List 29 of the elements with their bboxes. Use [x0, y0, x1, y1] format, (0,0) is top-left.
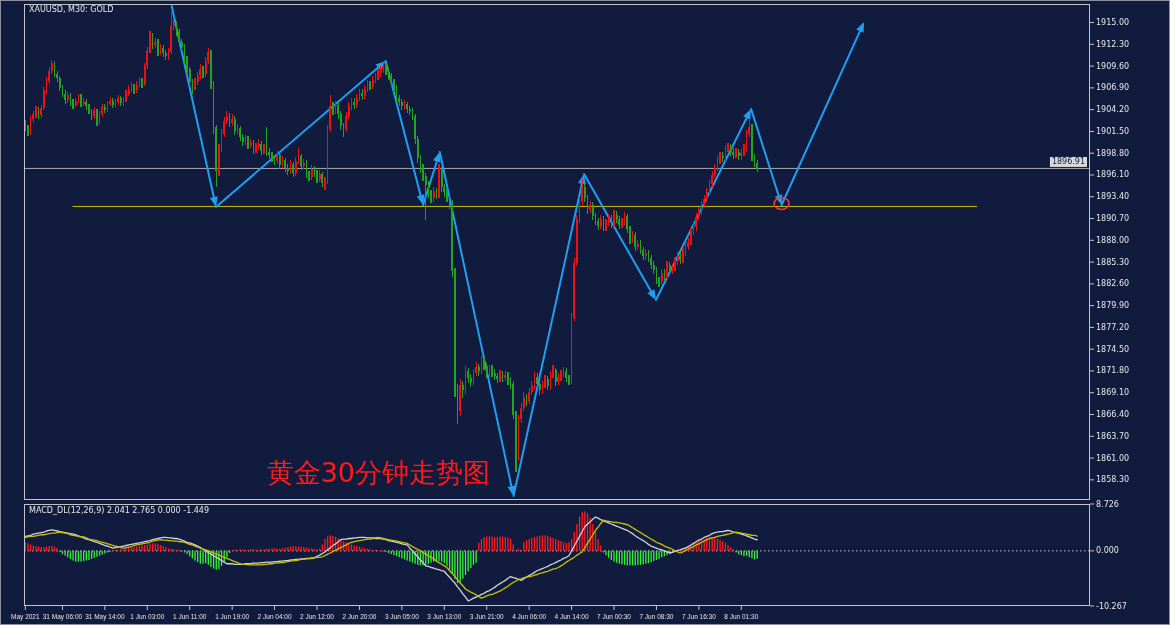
y-tick-label: 0.000 [1096, 546, 1119, 556]
y-tick-label: 1882.60 [1096, 279, 1130, 289]
y-tick-label: 1858.30 [1096, 475, 1130, 485]
y-tick-label: 1898.80 [1096, 148, 1130, 158]
y-tick-label: 1869.10 [1096, 388, 1130, 398]
chart-title: XAUUSD, M30: GOLD [29, 5, 114, 14]
y-tick-label: 1879.90 [1096, 301, 1130, 311]
y-tick-label: 1885.30 [1096, 257, 1130, 267]
ref-line-label: 1896.91 [1051, 157, 1085, 167]
y-tick-label: 1861.00 [1096, 453, 1130, 463]
y-tick-label: 1866.40 [1096, 410, 1130, 420]
y-tick-label: 1888.00 [1096, 235, 1130, 245]
y-tick-label: 1915.00 [1096, 18, 1130, 28]
y-tick-label: 1912.30 [1096, 39, 1130, 49]
y-tick-label: 1871.80 [1096, 366, 1130, 376]
y-tick-label: 1909.60 [1096, 61, 1130, 71]
y-tick-label: 1893.40 [1096, 192, 1130, 202]
y-tick-label: 1896.10 [1096, 170, 1130, 180]
annotation: 黄金30分钟走势图 [266, 457, 490, 488]
y-tick-label: 1904.20 [1096, 105, 1130, 115]
chart-title: MACD_DL(12,26,9) 2.041 2.765 0.000 -1.449 [29, 506, 210, 515]
y-tick-label: 1877.20 [1096, 322, 1130, 332]
y-tick-label: 1901.50 [1096, 126, 1130, 136]
y-tick-label: 1874.50 [1096, 344, 1130, 354]
y-tick-label: -10.267 [1096, 601, 1127, 611]
y-tick-label: 1863.70 [1096, 431, 1130, 441]
y-tick-label: 1890.70 [1096, 214, 1130, 224]
y-tick-label: 1906.90 [1096, 83, 1130, 93]
y-tick-label: 8.726 [1096, 499, 1119, 509]
